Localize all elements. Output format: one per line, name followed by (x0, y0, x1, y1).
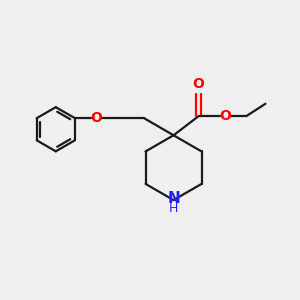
Text: H: H (169, 202, 178, 215)
Text: N: N (167, 191, 180, 206)
Text: O: O (193, 77, 205, 91)
Text: O: O (219, 109, 231, 123)
Text: O: O (91, 111, 102, 125)
